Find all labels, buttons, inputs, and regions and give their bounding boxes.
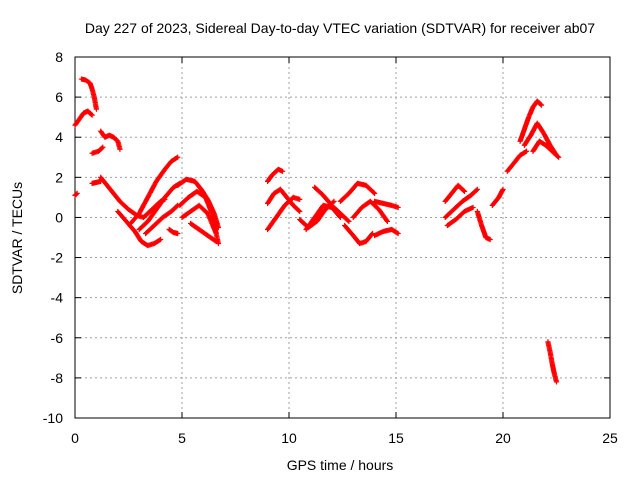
chart-title: Day 227 of 2023, Sidereal Day-to-day VTE… (85, 20, 595, 36)
x-tick-label: 5 (178, 430, 186, 446)
x-tick-label: 10 (281, 430, 297, 446)
y-tick-label: -8 (51, 370, 64, 386)
y-tick-label: 8 (55, 49, 63, 65)
x-tick-label: 15 (388, 430, 404, 446)
y-axis-ticks: 8 6 4 2 0 -2 -4 -6 -8 -10 (43, 49, 610, 426)
x-tick-label: 20 (495, 430, 511, 446)
y-tick-label: 4 (55, 129, 63, 145)
y-tick-label: -2 (51, 250, 64, 266)
y-tick-label: -10 (43, 410, 63, 426)
y-axis-label: SDTVAR / TECUs (9, 182, 25, 294)
data-points (72, 76, 562, 385)
x-tick-label: 0 (71, 430, 79, 446)
x-tick-label: 25 (602, 430, 618, 446)
x-axis-ticks: 0 5 10 15 20 25 (71, 57, 618, 446)
y-tick-label: 2 (55, 169, 63, 185)
x-axis-label: GPS time / hours (287, 457, 394, 473)
y-tick-label: 6 (55, 89, 63, 105)
plot-frame (74, 56, 611, 419)
y-tick-label: -6 (51, 330, 64, 346)
y-tick-label: 0 (55, 209, 63, 225)
y-tick-label: -4 (51, 290, 64, 306)
plus-markers (72, 76, 562, 385)
